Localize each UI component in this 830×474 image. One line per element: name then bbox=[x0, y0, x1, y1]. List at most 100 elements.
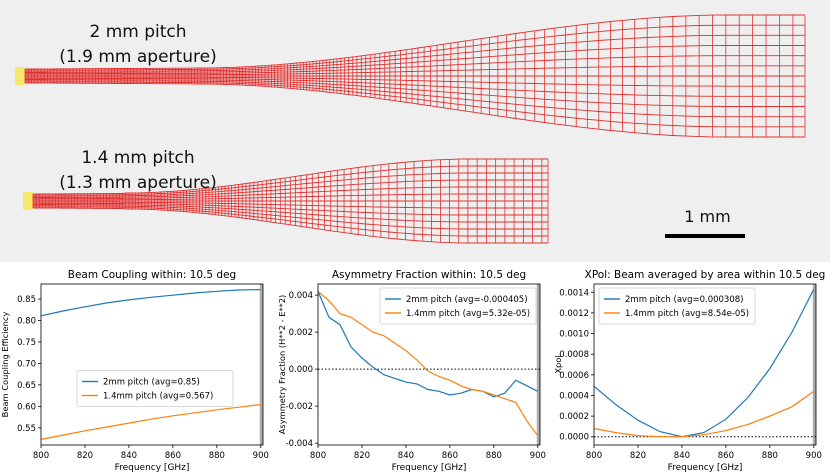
x-tick-label: 840 bbox=[674, 451, 690, 461]
asymmetry-fraction-chart: 800 820 840 860 880 900 -0.004 -0.002 0.000 0.002… bbox=[277, 262, 554, 474]
horn-mesh-panel: 2 mm pitch (1.9 mm aperture) 1.4 mm pitc… bbox=[0, 0, 830, 262]
y-tick-label: 0.70 bbox=[17, 359, 36, 369]
horn-mesh-drawing bbox=[0, 0, 830, 262]
x-tick-label: 860 bbox=[718, 451, 734, 461]
y-tick-label: 0.0004 bbox=[559, 391, 589, 401]
legend-label-2: 1.4mm pitch (avg=5.32e-05) bbox=[406, 309, 530, 319]
series-line-1 bbox=[40, 289, 261, 317]
x-tick-label: 840 bbox=[121, 451, 137, 461]
mesh-radial-line bbox=[25, 24, 805, 71]
mesh-radial-line bbox=[33, 206, 548, 237]
horn-1-label: 2 mm pitch (1.9 mm aperture) bbox=[48, 20, 228, 70]
mesh-radial-line bbox=[25, 79, 805, 107]
y-axis-label: Xpol bbox=[553, 355, 563, 373]
mesh-radial-line bbox=[33, 186, 548, 200]
x-tick-label: 900 bbox=[806, 451, 822, 461]
mesh-radial-line bbox=[33, 207, 548, 244]
mesh-radial-line bbox=[33, 201, 548, 209]
x-tick-label: 880 bbox=[209, 451, 225, 461]
mesh-radial-line bbox=[33, 202, 548, 216]
mesh-radial-line bbox=[25, 81, 805, 128]
legend-label-1: 2mm pitch (avg=0.85) bbox=[103, 378, 200, 388]
legend-label-1: 2mm pitch (avg=-0.000405) bbox=[406, 295, 528, 305]
legend: 2mm pitch (avg=0.000308) 1.4mm pitch (avg… bbox=[598, 287, 756, 325]
horn-1p4mm-mesh bbox=[23, 158, 549, 244]
mesh-radial-line bbox=[25, 14, 805, 70]
scalebar-label: 1 mm bbox=[684, 207, 731, 226]
x-tick-label: 860 bbox=[442, 451, 458, 461]
y-tick-label: -0.004 bbox=[286, 439, 313, 449]
aperture-highlight bbox=[23, 192, 33, 210]
legend-label-1: 2mm pitch (avg=0.000308) bbox=[625, 295, 743, 305]
mesh-radial-line bbox=[25, 77, 805, 97]
y-axis-label: Beam Coupling Efficiency bbox=[0, 312, 10, 418]
mesh-background bbox=[0, 0, 830, 262]
y-tick-label: 0.004 bbox=[289, 291, 313, 301]
horn-2-label-line1: 1.4 mm pitch bbox=[81, 148, 195, 168]
y-tick-label: 0.60 bbox=[17, 402, 36, 412]
y-axis-label: Asymmetry Fraction (H**2 - E**2) bbox=[277, 295, 287, 435]
mesh-radial-line bbox=[25, 76, 805, 87]
legend-box bbox=[598, 287, 756, 325]
x-tick-label: 800 bbox=[310, 451, 326, 461]
x-tick-label: 840 bbox=[398, 451, 414, 461]
series-line-2 bbox=[40, 404, 261, 440]
plot-frame bbox=[40, 283, 264, 446]
y-tick-label: 0.0002 bbox=[559, 412, 589, 422]
x-tick-label: 900 bbox=[253, 451, 269, 461]
mesh-radial-line bbox=[25, 80, 805, 118]
legend: 2mm pitch (avg=-0.000405) 1.4mm pitch (av… bbox=[379, 287, 537, 325]
y-tick-label: -0.002 bbox=[286, 402, 313, 412]
horn-2-label: 1.4 mm pitch (1.3 mm aperture) bbox=[48, 146, 228, 196]
horn-1-label-line2: (1.9 mm aperture) bbox=[59, 47, 217, 67]
asymmetry-fraction-plot: 800 820 840 860 880 900 -0.004 -0.002 0.000 0.002… bbox=[277, 269, 546, 473]
x-tick-label: 800 bbox=[33, 451, 49, 461]
y-tick-label: 0.002 bbox=[289, 328, 313, 338]
y-tick-label: 0.0008 bbox=[559, 350, 589, 360]
legend-label-2: 1.4mm pitch (avg=0.567) bbox=[103, 392, 213, 402]
scalebar bbox=[665, 234, 745, 238]
chart-title: Asymmetry Fraction within: 10.5 deg bbox=[332, 269, 526, 281]
horn-2mm-mesh bbox=[15, 14, 806, 138]
plot-area bbox=[41, 284, 263, 445]
horn-2-label-line2: (1.3 mm aperture) bbox=[59, 173, 217, 193]
mesh-radial-line bbox=[33, 204, 548, 223]
x-tick-label: 880 bbox=[762, 451, 778, 461]
y-tick-label: 0.75 bbox=[17, 338, 36, 348]
aperture-highlight bbox=[15, 67, 25, 85]
y-tick-label: 0.0012 bbox=[559, 309, 589, 319]
x-tick-label: 820 bbox=[354, 451, 370, 461]
x-tick-label: 820 bbox=[630, 451, 646, 461]
plot-frame bbox=[593, 283, 817, 446]
y-tick-label: 0.85 bbox=[17, 295, 36, 305]
mesh-radial-line bbox=[33, 179, 548, 198]
x-tick-label: 820 bbox=[77, 451, 93, 461]
beam-coupling-plot: 800 820 840 860 880 900 0.55 0.60 0.65 0.70 0.75 0.… bbox=[0, 269, 269, 473]
mesh-radial-line bbox=[25, 45, 805, 73]
mesh-radial-line bbox=[33, 193, 548, 201]
x-axis-label: Frequency [GHz] bbox=[668, 463, 743, 473]
mesh-radial-line bbox=[25, 65, 805, 76]
y-tick-label: 0.55 bbox=[17, 424, 36, 434]
x-axis-label: Frequency [GHz] bbox=[115, 463, 190, 473]
mesh-radial-line bbox=[33, 172, 548, 197]
legend-label-2: 1.4mm pitch (avg=8.54e-05) bbox=[625, 309, 749, 319]
band-limit-marker bbox=[259, 284, 263, 445]
horn-1-label-line1: 2 mm pitch bbox=[89, 22, 187, 42]
xpol-chart: 800 820 840 860 880 900 0.0000 0.0002 0.0004 0.00… bbox=[553, 262, 830, 474]
chart-title: XPol: Beam averaged by area within 10.5 … bbox=[585, 269, 826, 281]
y-tick-label: 0.65 bbox=[17, 381, 36, 391]
chart-title: Beam Coupling within: 10.5 deg bbox=[68, 269, 236, 281]
mesh-radial-line bbox=[33, 205, 548, 230]
y-tick-label: 0.0006 bbox=[559, 371, 589, 381]
series-line-2 bbox=[317, 290, 539, 437]
x-tick-label: 860 bbox=[165, 451, 181, 461]
x-tick-label: 800 bbox=[586, 451, 602, 461]
y-tick-label: 0.000 bbox=[289, 365, 313, 375]
x-tick-label: 880 bbox=[486, 451, 502, 461]
series-line-2 bbox=[593, 390, 815, 438]
mesh-radial-line bbox=[25, 82, 805, 138]
mesh-radial-line bbox=[33, 158, 548, 195]
y-tick-label: 0.0010 bbox=[559, 330, 589, 340]
band-limit-marker bbox=[536, 284, 540, 445]
